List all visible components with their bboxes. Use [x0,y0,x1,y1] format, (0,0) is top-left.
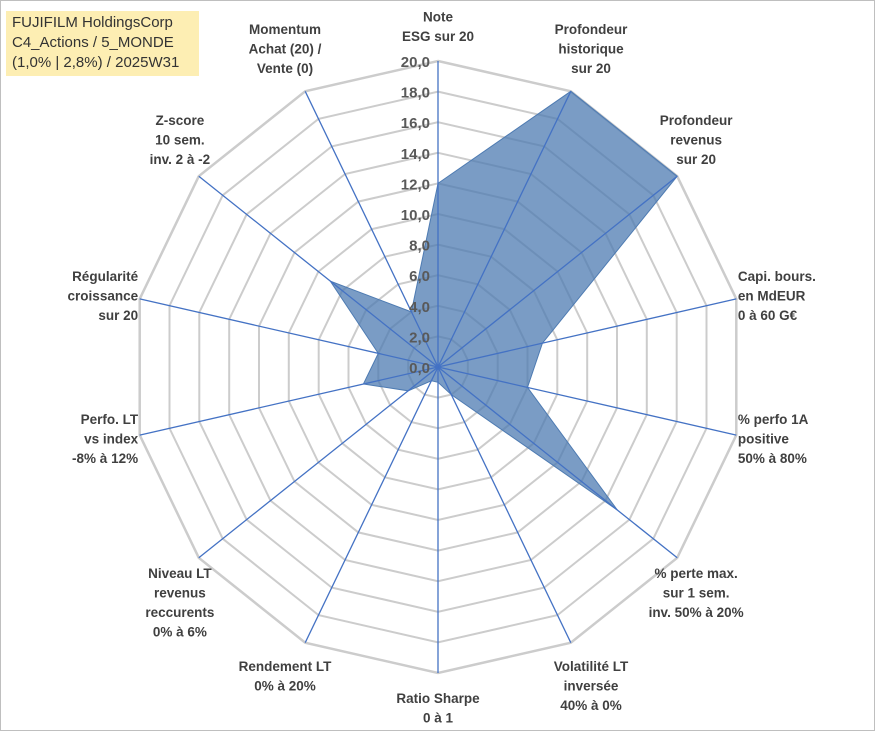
axis-label-line: Achat (20) / [249,41,322,56]
axis-label-line: 0 à 1 [423,711,454,726]
axis-label-line: Volatilité LT [554,659,629,674]
axis-label-line: % perfo 1A [738,412,809,427]
axis-label: Profondeur revenus sur 20 [660,113,733,167]
radial-tick-label: 6,0 [409,268,430,285]
axis-label-line: Vente (0) [257,61,313,76]
radial-tick-label: 18,0 [401,85,430,102]
radial-tick-label: 8,0 [409,238,430,255]
title-line-1: FUJIFILM HoldingsCorp [12,14,173,31]
axis-spoke [437,366,678,559]
axis-label-line: Rendement LT [239,659,333,674]
series-area [329,90,678,511]
axis-label-line: ESG sur 20 [402,29,474,44]
axis-label-line: 0% à 6% [153,624,207,639]
axis-label-line: revenus [154,585,206,600]
axis-label-line: % perte max. [654,566,737,581]
axis-label: Régularité croissance sur 20 [68,269,139,323]
axis-spoke [437,175,678,368]
axis-spoke [139,298,439,368]
axis-label-line: historique [558,41,624,56]
axis-label-line: 50% à 80% [738,451,807,466]
axis-label-line: sur 1 sem. [663,585,730,600]
axis-label-line: Profondeur [555,22,628,37]
axis-spoke [304,366,439,643]
radial-tick-label: 0,0 [409,360,430,377]
axis-label-line: Niveau LT [148,566,212,581]
axis-label: % perte max. sur 1 sem. inv. 50% à 20% [649,566,744,620]
axis-label-line: inv. 50% à 20% [649,605,744,620]
axis-label: Niveau LT revenus reccurents 0% à 6% [145,566,214,640]
axis-spoke [139,366,439,436]
axis-label-line: Régularité [72,269,139,284]
axis-spoke [198,366,439,559]
axis-label: Z-score 10 sem. inv. 2 à -2 [150,113,211,167]
radial-tick-label: 16,0 [401,115,430,132]
axis-label-line: -8% à 12% [72,451,138,466]
axis-spoke [304,91,439,368]
axis-label-line: Capi. bours. [738,269,816,284]
axis-label-line: croissance [68,288,139,303]
axis-label: Note ESG sur 20 [402,10,474,45]
axis-label: Capi. bours. en MdEUR 0 à 60 G€ [738,269,816,323]
axis-label-line: en MdEUR [738,288,806,303]
radial-tick-label: 14,0 [401,146,430,163]
axis-label: Profondeur historique sur 20 [555,22,628,76]
axis-label: Momentum Achat (20) / Vente (0) [249,22,322,76]
chart-title-box: FUJIFILM HoldingsCorp C4_Actions / 5_MON… [6,11,199,76]
axis-label-line: Profondeur [660,113,733,128]
axis-label: Ratio Sharpe 0 à 1 [396,691,480,726]
radial-tick-label: 2,0 [409,329,430,346]
title-line-2: C4_Actions / 5_MONDE [12,34,174,51]
axis-label-line: sur 20 [571,61,611,76]
axis-label-line: reccurents [145,605,214,620]
axis-label-line: 40% à 0% [560,698,622,713]
radial-tick-label: 20,0 [401,54,430,71]
axis-label-line: 10 sem. [155,133,205,148]
radial-tick-label: 12,0 [401,176,430,193]
axis-label-line: sur 20 [676,152,716,167]
radial-tick-label: 10,0 [401,207,430,224]
axis-spoke [437,366,572,643]
axis-label-line: Momentum [249,22,321,37]
axis-spoke [437,298,737,368]
title-line-3: (1,0% | 2,8%) / 2025W31 [12,54,180,71]
axis-label-line: sur 20 [98,308,138,323]
axis-label-line: 0 à 60 G€ [738,308,798,323]
axis-label: Volatilité LT inversée 40% à 0% [554,659,629,713]
axis-spoke [437,91,572,368]
axis-label: Rendement LT 0% à 20% [239,659,333,694]
radial-tick-label: 4,0 [409,299,430,316]
axis-label: % perfo 1A positive 50% à 80% [738,412,809,466]
axis-label-line: Note [423,10,453,25]
axis-spoke [437,366,737,436]
axis-label-line: positive [738,432,790,447]
axis-label-line: revenus [670,133,722,148]
axis-label-line: vs index [84,432,139,447]
axis-label-line: 0% à 20% [254,679,316,694]
axis-label-line: Z-score [156,113,205,128]
axis-label-line: inversée [564,679,619,694]
axis-label: Perfo. LT vs index -8% à 12% [72,412,139,466]
axis-label-line: Ratio Sharpe [396,691,480,706]
axis-label-line: inv. 2 à -2 [150,152,211,167]
axis-spoke [198,175,439,368]
axis-label-line: Perfo. LT [81,412,139,427]
